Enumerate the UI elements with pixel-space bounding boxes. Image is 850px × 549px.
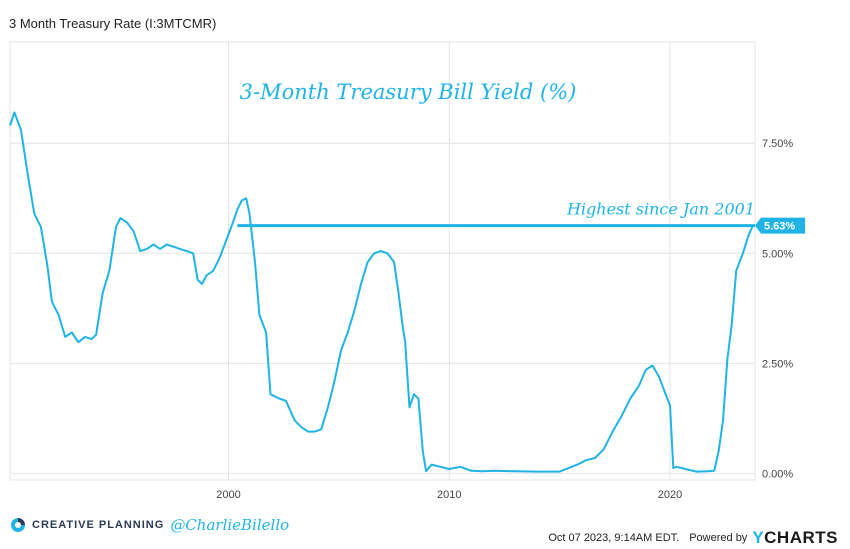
author-handle: @CharlieBilello (170, 516, 290, 534)
plot-frame (9, 41, 756, 481)
page-title: 3 Month Treasury Rate (I:3MTCMR) (9, 16, 217, 31)
x-tick-label: 2020 (658, 489, 682, 501)
x-tick-label: 2000 (216, 489, 240, 501)
chart-title: 3-Month Treasury Bill Yield (%) (240, 80, 577, 104)
x-tick-label: 2010 (437, 489, 461, 501)
creative-planning-logo-icon (11, 518, 25, 532)
last-value-text: 5.63% (764, 221, 795, 233)
y-tick-label: 0.00% (762, 468, 793, 480)
footer-brand: CREATIVE PLANNING @CharlieBilello (10, 516, 289, 534)
reference-annotation: Highest since Jan 2001 (566, 200, 755, 219)
series-line (9, 111, 754, 473)
y-axis: 0.00% 2.50% 5.00% 7.50% (762, 138, 793, 480)
x-axis: 2000 2010 2020 (216, 489, 682, 501)
timestamp: Oct 07 2023, 9:14AM EDT. (548, 532, 680, 544)
ycharts-logo: YCHARTS (752, 528, 838, 547)
last-value-label: 5.63% (755, 217, 805, 234)
y-tick-label: 5.00% (762, 248, 793, 260)
powered-by-text: Powered by (689, 532, 748, 544)
y-tick-label: 7.50% (762, 138, 793, 150)
y-tick-label: 2.50% (762, 358, 793, 370)
footer-source: Oct 07 2023, 9:14AM EDT. Powered by YCHA… (548, 528, 838, 548)
brand-name: CREATIVE PLANNING (32, 519, 165, 531)
grid (9, 41, 756, 481)
